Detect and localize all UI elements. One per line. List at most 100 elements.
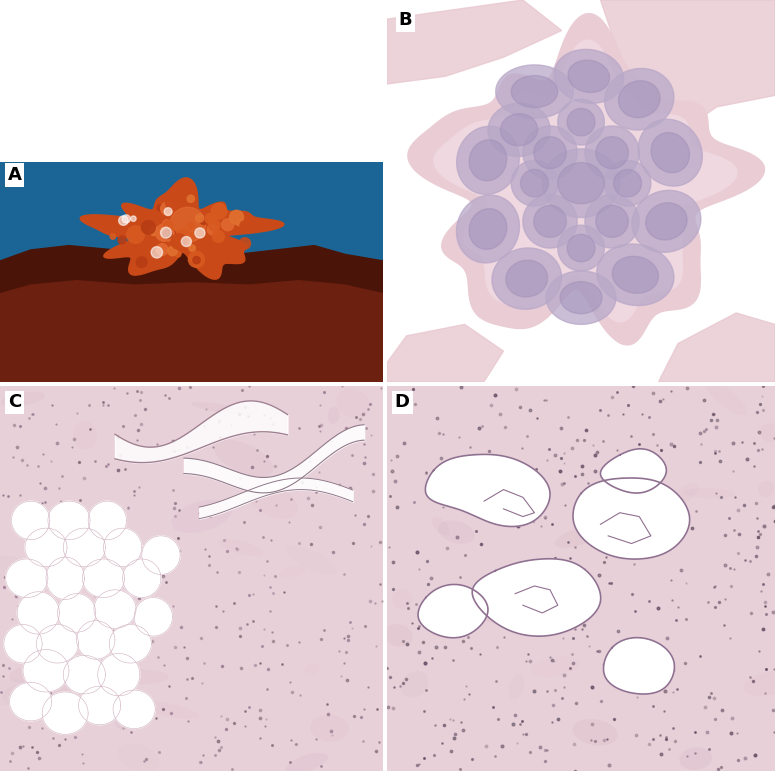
Ellipse shape: [384, 625, 413, 647]
Circle shape: [212, 231, 225, 242]
Polygon shape: [388, 325, 504, 382]
Ellipse shape: [2, 685, 40, 709]
Circle shape: [175, 236, 187, 247]
Circle shape: [177, 237, 187, 247]
Circle shape: [164, 207, 172, 216]
Polygon shape: [42, 692, 88, 734]
Circle shape: [118, 236, 126, 244]
Polygon shape: [456, 195, 519, 263]
Polygon shape: [25, 528, 67, 567]
Polygon shape: [521, 170, 549, 197]
Circle shape: [193, 257, 200, 264]
Circle shape: [175, 230, 192, 247]
Ellipse shape: [603, 504, 633, 527]
Text: B: B: [399, 12, 412, 29]
Circle shape: [131, 216, 136, 221]
Polygon shape: [88, 501, 126, 540]
Ellipse shape: [76, 672, 108, 699]
Polygon shape: [456, 126, 519, 194]
Polygon shape: [64, 528, 105, 567]
Polygon shape: [5, 559, 48, 598]
Circle shape: [150, 227, 159, 236]
Text: A: A: [8, 166, 22, 184]
Polygon shape: [534, 205, 567, 237]
Bar: [0, 162, 383, 382]
Circle shape: [175, 251, 181, 257]
Polygon shape: [469, 209, 507, 249]
Polygon shape: [546, 271, 616, 325]
Polygon shape: [78, 686, 121, 725]
Polygon shape: [113, 690, 155, 729]
Circle shape: [157, 228, 170, 241]
Polygon shape: [659, 313, 775, 382]
Ellipse shape: [536, 608, 572, 624]
Polygon shape: [632, 190, 701, 252]
Circle shape: [188, 251, 205, 268]
Ellipse shape: [744, 671, 775, 696]
Polygon shape: [601, 0, 775, 133]
Ellipse shape: [19, 607, 58, 640]
Ellipse shape: [74, 421, 97, 449]
Polygon shape: [558, 225, 604, 271]
Circle shape: [166, 230, 176, 240]
Polygon shape: [573, 478, 690, 559]
Ellipse shape: [758, 481, 774, 497]
Polygon shape: [567, 109, 595, 136]
Circle shape: [162, 229, 174, 241]
Polygon shape: [604, 160, 651, 206]
Polygon shape: [601, 449, 666, 493]
Polygon shape: [567, 234, 595, 262]
Ellipse shape: [666, 483, 699, 510]
Polygon shape: [554, 49, 624, 103]
Polygon shape: [82, 559, 125, 598]
Polygon shape: [585, 194, 639, 248]
Polygon shape: [523, 126, 577, 180]
Polygon shape: [651, 133, 690, 173]
Ellipse shape: [401, 671, 429, 698]
Circle shape: [236, 221, 242, 226]
Circle shape: [160, 203, 173, 215]
Ellipse shape: [481, 606, 531, 625]
Polygon shape: [604, 638, 674, 694]
Circle shape: [157, 244, 168, 255]
Ellipse shape: [115, 701, 136, 730]
Ellipse shape: [112, 669, 169, 684]
Circle shape: [159, 231, 170, 241]
Ellipse shape: [438, 520, 475, 544]
Circle shape: [208, 220, 220, 231]
Ellipse shape: [432, 517, 450, 536]
Polygon shape: [109, 625, 151, 663]
Polygon shape: [597, 244, 674, 305]
Polygon shape: [46, 557, 84, 599]
Ellipse shape: [555, 526, 602, 548]
Text: D: D: [395, 393, 410, 411]
Ellipse shape: [0, 679, 35, 705]
Polygon shape: [48, 501, 90, 540]
Circle shape: [188, 233, 195, 239]
Text: C: C: [8, 393, 21, 411]
Polygon shape: [618, 81, 660, 118]
Polygon shape: [484, 490, 535, 517]
Circle shape: [122, 215, 130, 223]
Polygon shape: [36, 625, 78, 663]
Polygon shape: [560, 281, 602, 314]
Ellipse shape: [219, 539, 264, 556]
Ellipse shape: [285, 752, 328, 771]
Polygon shape: [12, 501, 50, 540]
Polygon shape: [596, 136, 629, 169]
Polygon shape: [17, 592, 60, 634]
Polygon shape: [408, 14, 764, 345]
Ellipse shape: [310, 715, 349, 742]
Circle shape: [187, 195, 195, 202]
Ellipse shape: [573, 719, 618, 746]
Polygon shape: [534, 136, 567, 169]
Circle shape: [171, 234, 187, 250]
Ellipse shape: [328, 406, 339, 424]
Polygon shape: [94, 590, 136, 628]
Polygon shape: [472, 559, 601, 636]
Polygon shape: [64, 655, 105, 694]
Polygon shape: [596, 205, 629, 237]
Polygon shape: [469, 140, 507, 180]
Circle shape: [195, 214, 204, 222]
Circle shape: [136, 257, 147, 268]
